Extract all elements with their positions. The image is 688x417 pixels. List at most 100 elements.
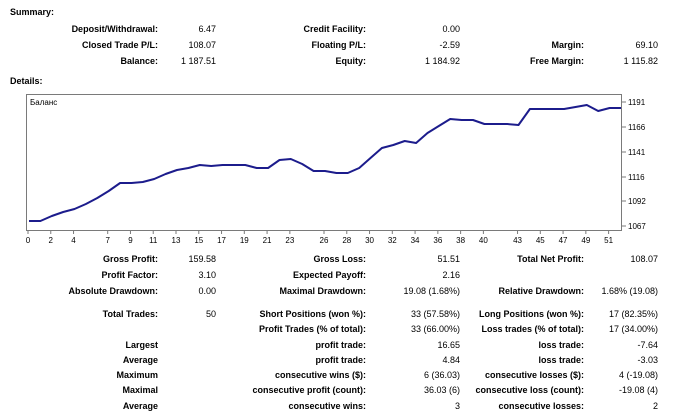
x-tick-label: 43 xyxy=(513,236,522,245)
x-tick-label: 34 xyxy=(411,236,420,245)
x-tick-label: 26 xyxy=(320,236,329,245)
details-label: Expected Payoff: xyxy=(292,270,366,280)
summary-title: Summary: xyxy=(10,7,55,17)
details-value: 6 (36.03) xyxy=(423,370,460,380)
y-tick-label: 1166 xyxy=(628,123,646,132)
details-value: 3 xyxy=(454,401,460,411)
x-tick-label: 32 xyxy=(388,236,397,245)
y-tick-label: 1067 xyxy=(628,222,646,231)
details-label: Short Positions (won %): xyxy=(259,309,367,319)
y-tick-label: 1116 xyxy=(628,173,645,182)
details-value: 2 xyxy=(652,401,658,411)
y-tick-label: 1191 xyxy=(628,98,646,107)
summary-label: Closed Trade P/L: xyxy=(81,40,158,50)
y-tick-label: 1092 xyxy=(628,197,646,206)
details-value: 33 (57.58%) xyxy=(410,309,460,319)
summary-value: 1 115.82 xyxy=(623,56,658,66)
summary-value: 1 184.92 xyxy=(424,56,460,66)
x-tick-label: 13 xyxy=(172,236,181,245)
x-tick-label: 19 xyxy=(240,236,249,245)
details-value: 108.07 xyxy=(630,254,658,264)
details-value: -19.08 (4) xyxy=(618,385,658,395)
details-label: Maximal xyxy=(122,385,158,395)
details-title: Details: xyxy=(10,76,43,86)
details-label: Profit Trades (% of total): xyxy=(258,324,366,334)
x-tick-label: 28 xyxy=(342,236,351,245)
summary-label: Equity: xyxy=(335,56,367,66)
x-tick-label: 45 xyxy=(536,236,545,245)
x-tick-label: 21 xyxy=(263,236,272,245)
details-label: consecutive wins: xyxy=(288,401,366,411)
x-tick-label: 9 xyxy=(128,236,133,245)
summary-value: 69.10 xyxy=(635,40,658,50)
summary-value: 1 187.51 xyxy=(180,56,216,66)
summary-label: Margin: xyxy=(551,40,585,50)
summary-value: 108.07 xyxy=(188,40,216,50)
x-tick-label: 17 xyxy=(217,236,226,245)
details-label: Gross Profit: xyxy=(102,254,158,264)
details-label: Total Net Profit: xyxy=(517,254,584,264)
details-value: 19.08 (1.68%) xyxy=(403,286,460,296)
details-value: 4 (-19.08) xyxy=(618,370,658,380)
details-label: Total Trades: xyxy=(102,309,158,319)
details-label: consecutive loss (count): xyxy=(475,385,584,395)
x-tick-label: 23 xyxy=(285,236,294,245)
details-value: -7.64 xyxy=(637,340,658,350)
details-value: 33 (66.00%) xyxy=(410,324,460,334)
x-tick-label: 2 xyxy=(49,236,54,245)
details-label: Absolute Drawdown: xyxy=(68,286,159,296)
balance-chart: Баланс xyxy=(26,94,622,231)
x-tick-label: 30 xyxy=(365,236,374,245)
summary-value: -2.59 xyxy=(439,40,460,50)
details-label: Largest xyxy=(125,340,158,350)
details-label: Gross Loss: xyxy=(313,254,366,264)
balance-chart-svg: Баланс xyxy=(29,98,621,222)
details-label: Maximum xyxy=(116,370,158,380)
details-label: Profit Factor: xyxy=(101,270,158,280)
details-label: Loss trades (% of total): xyxy=(481,324,584,334)
details-label: consecutive losses: xyxy=(498,401,584,411)
details-label: consecutive wins ($): xyxy=(274,370,366,380)
x-tick-label: 47 xyxy=(559,236,568,245)
details-value: -3.03 xyxy=(637,355,658,365)
details-label: profit trade: xyxy=(315,355,367,365)
summary-label: Credit Facility: xyxy=(303,24,366,34)
chart-legend: Баланс xyxy=(30,98,57,107)
details-value: 1.68% (19.08) xyxy=(601,286,658,296)
x-tick-label: 49 xyxy=(581,236,590,245)
details-label: Maximal Drawdown: xyxy=(279,286,366,296)
summary-value: 0.00 xyxy=(442,24,460,34)
details-value: 51.51 xyxy=(437,254,460,264)
x-tick-label: 51 xyxy=(604,236,613,245)
summary-label: Free Margin: xyxy=(529,56,584,66)
summary-label: Balance: xyxy=(120,56,158,66)
details-label: loss trade: xyxy=(538,355,584,365)
details-value: 3.10 xyxy=(198,270,216,280)
x-tick-label: 4 xyxy=(71,236,76,245)
details-value: 0.00 xyxy=(198,286,216,296)
x-tick-label: 38 xyxy=(456,236,465,245)
x-tick-label: 15 xyxy=(194,236,203,245)
summary-label: Deposit/Withdrawal: xyxy=(71,24,158,34)
x-tick-label: 11 xyxy=(149,236,158,245)
details-value: 159.58 xyxy=(188,254,216,264)
details-value: 17 (82.35%) xyxy=(608,309,658,319)
x-tick-label: 40 xyxy=(479,236,488,245)
details-value: 16.65 xyxy=(437,340,460,350)
x-tick-label: 0 xyxy=(26,236,31,245)
details-value: 17 (34.00%) xyxy=(608,324,658,334)
x-tick-label: 36 xyxy=(433,236,442,245)
details-label: consecutive profit (count): xyxy=(252,385,366,395)
details-label: Average xyxy=(122,401,158,411)
details-label: profit trade: xyxy=(315,340,367,350)
x-tick-label: 7 xyxy=(105,236,110,245)
details-value: 36.03 (6) xyxy=(423,385,460,395)
details-value: 4.84 xyxy=(442,355,460,365)
details-value: 2.16 xyxy=(442,270,460,280)
details-label: loss trade: xyxy=(538,340,584,350)
details-label: Relative Drawdown: xyxy=(498,286,584,296)
details-label: Average xyxy=(122,355,158,365)
details-value: 50 xyxy=(205,309,216,319)
details-label: consecutive losses ($): xyxy=(484,370,584,380)
balance-series-line xyxy=(29,104,621,222)
